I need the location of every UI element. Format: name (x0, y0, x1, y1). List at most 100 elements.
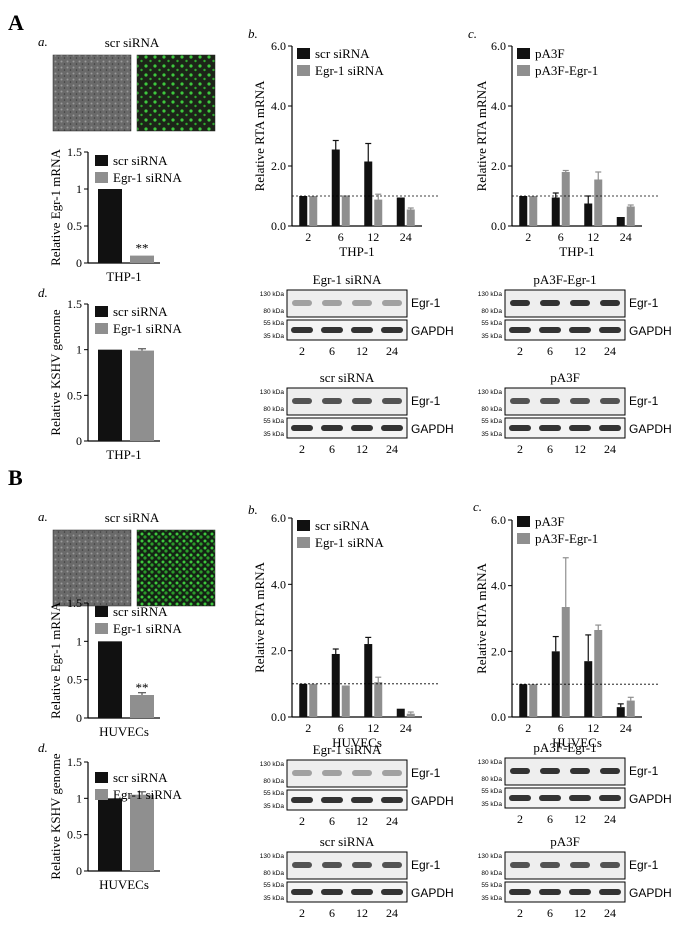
x-tick-label: 24 (400, 721, 412, 735)
blot-band-egr1 (292, 300, 312, 306)
y-axis-label: Relative RTA mRNA (474, 80, 489, 191)
y-tick-label: 6.0 (491, 39, 506, 53)
legend-label: scr siRNA (315, 46, 370, 61)
sublabel-Ac: c. (468, 26, 477, 41)
legend-swatch (95, 306, 108, 317)
y-tick-label: 6.0 (271, 39, 286, 53)
kda-marker: 80 kDa (263, 308, 284, 315)
blot-lane-label: 2 (517, 812, 523, 826)
y-tick-label: 1 (76, 634, 82, 648)
blot-gapdh-strip (286, 319, 408, 341)
blot-band-gapdh (509, 327, 531, 333)
blot-band-gapdh (291, 425, 313, 431)
legend-swatch (95, 172, 108, 183)
bar-scr-sirna (331, 653, 340, 717)
kda-marker: 35 kDa (263, 333, 284, 340)
chart-Ba: 0 0.5 1 1.5 Relative Egr-1 mRNA HUVECs ** scr s… (48, 596, 182, 739)
x-tick-label: 6 (558, 230, 564, 244)
blot-label-gapdh: GAPDH (629, 792, 672, 806)
blot-band-gapdh (381, 425, 403, 431)
sublabel-Bd: d. (38, 740, 48, 755)
bar-pa3f-egr-1 (626, 206, 635, 226)
blot-label-egr1: Egr-1 (411, 394, 441, 408)
legend-label: Egr-1 siRNA (113, 170, 182, 185)
blot-label-gapdh: GAPDH (411, 794, 454, 808)
blot-title: pA3F-Egr-1 (533, 272, 596, 287)
kda-marker: 55 kDa (263, 882, 284, 889)
blot-gapdh-strip (504, 417, 626, 439)
legend-label: Egr-1 siRNA (315, 63, 384, 78)
x-tick-label: 12 (367, 721, 379, 735)
legend-swatch (95, 623, 108, 634)
blot-band-gapdh (569, 795, 591, 801)
legend-swatch (297, 48, 310, 59)
kda-marker: 80 kDa (481, 406, 502, 413)
blot-label-egr1: Egr-1 (629, 296, 659, 310)
blot-A-scr-sirna: scr siRNA 130 kDa 80 kDa 55 kDa 35 kDa Egr-1 G… (260, 370, 454, 456)
bar-pa3f (519, 196, 528, 226)
bar-egr-1-sirna (341, 195, 350, 226)
blot-gapdh-strip (286, 789, 408, 811)
blot-lane-label: 2 (299, 442, 305, 456)
blot-band-gapdh (539, 327, 561, 333)
blot-band-gapdh (321, 889, 343, 895)
blot-band-egr1 (510, 862, 530, 868)
blot-band-egr1 (570, 768, 590, 774)
blot-lane-label: 6 (329, 906, 335, 920)
significance-marker: ** (136, 241, 149, 256)
blot-lane-label: 6 (329, 814, 335, 828)
y-tick-label: 0.5 (67, 219, 82, 233)
blot-band-egr1 (292, 398, 312, 404)
blot-band-egr1 (322, 300, 342, 306)
y-axis-label: Relative Egr-1 mRNA (48, 602, 63, 719)
y-tick-label: 6.0 (271, 511, 286, 525)
kda-marker: 55 kDa (481, 418, 502, 425)
y-tick-label: 0.5 (67, 388, 82, 402)
kda-marker: 130 kDa (260, 853, 285, 860)
blot-band-gapdh (321, 425, 343, 431)
blot-band-egr1 (322, 770, 342, 776)
bar-egr-1-sirna (374, 199, 383, 226)
blot-band-egr1 (352, 770, 372, 776)
blot-lane-label: 24 (604, 344, 616, 358)
legend-swatch (95, 789, 108, 800)
blot-lane-label: 12 (356, 442, 368, 456)
y-tick-label: 2.0 (491, 159, 506, 173)
blot-gapdh-strip (504, 787, 626, 809)
y-tick-label: 1.5 (67, 755, 82, 769)
bar-pa3f-egr-1 (626, 700, 635, 717)
chart-Aa: 0 0.5 1 1.5 Relative Egr-1 mRNA THP-1 ** scr si… (48, 145, 182, 284)
y-tick-label: 4.0 (271, 577, 286, 591)
legend-swatch (95, 772, 108, 783)
blot-band-egr1 (352, 398, 372, 404)
significance-marker: ** (136, 680, 149, 695)
blot-band-gapdh (321, 797, 343, 803)
y-tick-label: 4.0 (491, 99, 506, 113)
micrograph-title-A: scr siRNA (105, 35, 160, 50)
blot-band-gapdh (539, 425, 561, 431)
bar-scr-sirna (98, 349, 122, 441)
y-tick-label: 1.5 (67, 297, 82, 311)
bar-scr-sirna (299, 196, 308, 226)
kda-marker: 80 kDa (263, 406, 284, 413)
y-tick-label: 1 (76, 182, 82, 196)
bar-scr-sirna (364, 644, 373, 717)
blot-B-pa3f: pA3F 130 kDa 80 kDa 55 kDa 35 kDa Egr-1 GAPDH 2… (478, 834, 672, 920)
bar-scr-sirna (331, 149, 340, 226)
sublabel-Bc: c. (473, 499, 482, 514)
bar-pa3f-egr-1 (529, 196, 538, 226)
x-axis-label: THP-1 (106, 269, 141, 284)
bar-pa3f (551, 651, 560, 717)
x-tick-label: 2 (305, 230, 311, 244)
blot-band-gapdh (569, 889, 591, 895)
blot-band-egr1 (382, 398, 402, 404)
blot-band-gapdh (291, 327, 313, 333)
micrograph-brightfield-A (52, 54, 132, 132)
panel-label-A: A (8, 10, 24, 35)
blot-lane-label: 12 (574, 812, 586, 826)
y-axis-label: Relative KSHV genome (48, 753, 63, 879)
blot-band-gapdh (569, 327, 591, 333)
bar-egr-1-sirna (309, 196, 318, 226)
x-tick-label: 24 (620, 721, 632, 735)
